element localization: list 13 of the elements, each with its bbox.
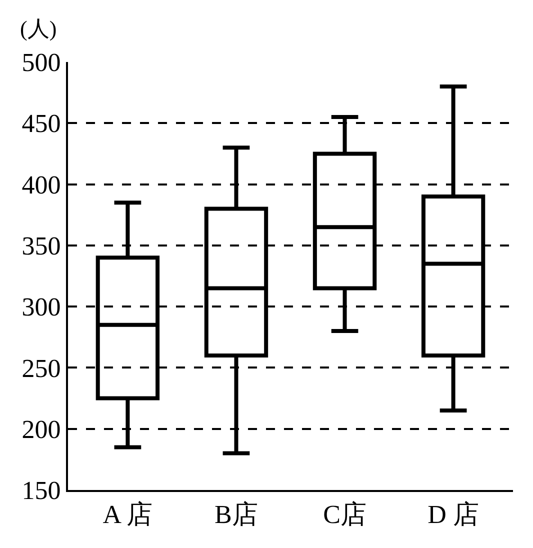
y-tick-label: 450	[22, 109, 61, 138]
y-tick-label: 250	[22, 354, 61, 383]
y-tick-label: 500	[22, 48, 61, 78]
y-axis-title: (人)	[20, 16, 57, 41]
y-tick-label: 200	[22, 414, 61, 444]
y-tick-label: 300	[22, 292, 61, 322]
x-tick-label: A 店	[102, 500, 153, 530]
y-tick-label: 350	[22, 232, 61, 261]
y-tick-label: 150	[22, 476, 61, 506]
x-tick-label: B店	[214, 500, 258, 530]
y-tick-label: 400	[22, 170, 61, 200]
x-tick-label: D 店	[428, 500, 479, 530]
x-tick-label: C店	[323, 500, 366, 530]
